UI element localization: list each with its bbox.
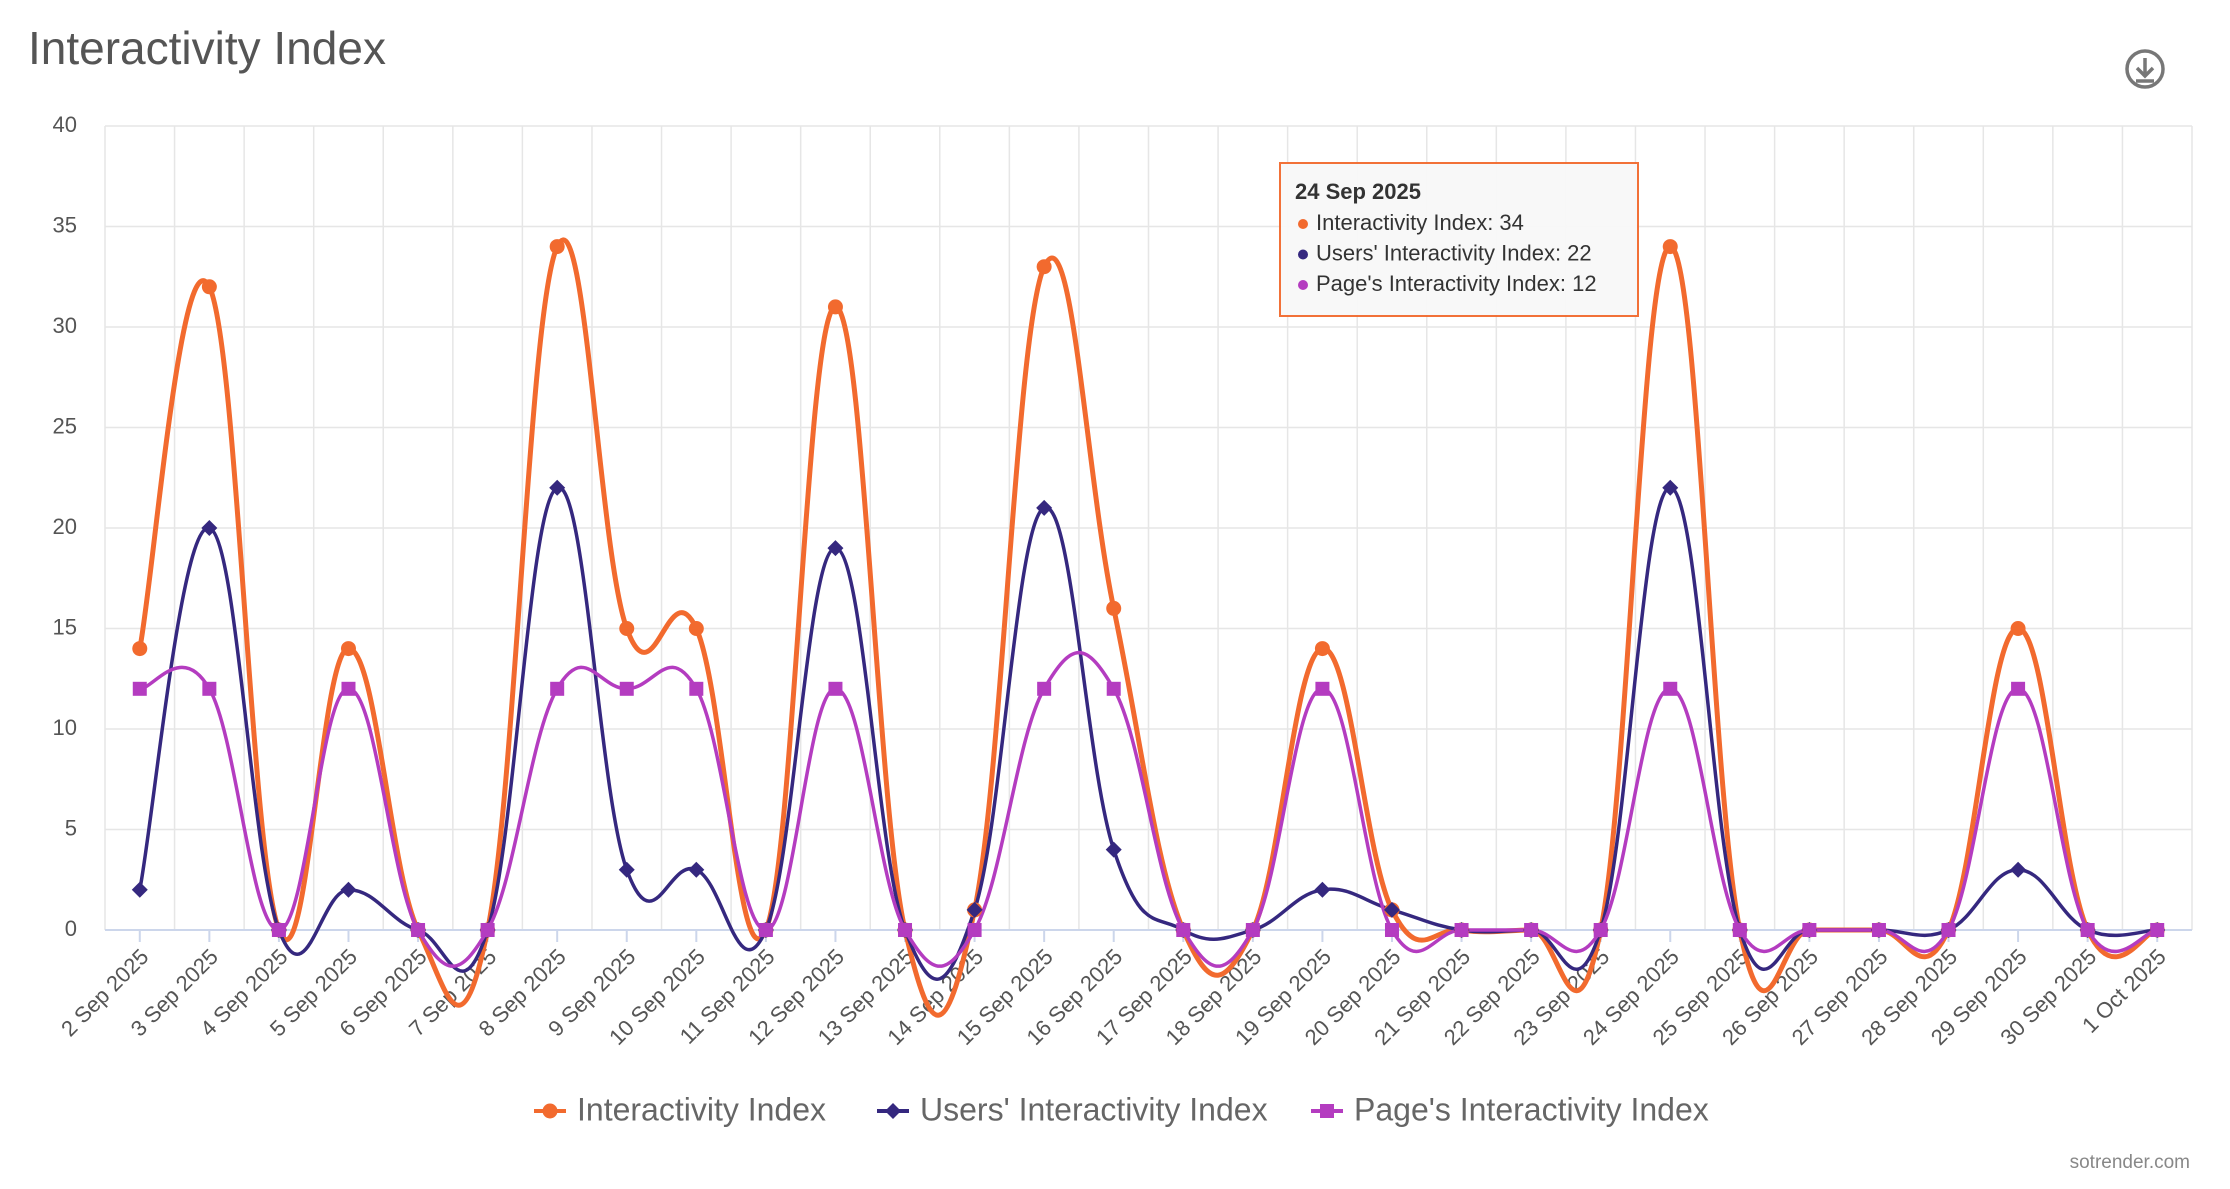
tooltip-line: Users' Interactivity Index: 22 (1316, 240, 1592, 265)
download-button[interactable] (2125, 49, 2165, 89)
point (2150, 923, 2165, 937)
point (1106, 681, 1121, 696)
point (758, 923, 773, 937)
credit[interactable]: sotrender.com (2070, 1152, 2190, 1173)
series-line (138, 486, 2158, 981)
y-tick-label: 10 (53, 715, 77, 740)
tooltip: 24 Sep 2025 Interactivity Index: 34 Users'… (1279, 162, 1639, 317)
point (549, 239, 565, 255)
legend-label: Page's Interactivity Index (1354, 1091, 1709, 1127)
point (688, 621, 704, 636)
y-tick-label: 15 (53, 614, 77, 639)
y-tick-label: 40 (53, 112, 77, 137)
legend-marker (885, 1103, 901, 1119)
point (619, 621, 635, 636)
point (201, 279, 217, 295)
point (2010, 621, 2026, 636)
tooltip-box (1279, 162, 1639, 317)
point (827, 540, 844, 557)
y-tick-label: 20 (53, 514, 77, 539)
legend-label: Interactivity Index (577, 1091, 826, 1127)
point (1593, 923, 1608, 937)
point (966, 901, 983, 918)
point (898, 923, 913, 937)
point (2080, 923, 2095, 937)
tooltip-title: 24 Sep 2025 (1295, 179, 1421, 204)
download-icon[interactable] (2125, 49, 2165, 89)
legend-item[interactable]: Interactivity Index (534, 1091, 826, 1127)
y-tick-label: 35 (53, 212, 77, 237)
point (1454, 923, 1469, 937)
y-tick-label: 25 (53, 413, 77, 438)
point (1314, 881, 1331, 898)
point (1524, 923, 1539, 937)
point (1037, 681, 1052, 696)
point (480, 923, 495, 937)
y-tick-label: 0 (65, 916, 77, 941)
legend-item[interactable]: Users' Interactivity Index (877, 1091, 1268, 1127)
point (340, 881, 357, 898)
point (1383, 901, 1400, 918)
point (1105, 841, 1122, 858)
point (619, 681, 634, 696)
legend-marker (1320, 1104, 1334, 1118)
tooltip-line: Interactivity Index: 34 (1316, 210, 1524, 235)
point (549, 479, 566, 496)
tooltip-bullet (1298, 280, 1308, 290)
point (1662, 239, 1678, 255)
point (132, 681, 147, 696)
point (688, 861, 705, 878)
point (967, 923, 982, 937)
point (1245, 923, 1260, 937)
point (271, 923, 286, 937)
download-arrow[interactable] (2135, 58, 2155, 83)
point (618, 861, 635, 878)
tooltip-line: Page's Interactivity Index: 12 (1316, 271, 1597, 296)
legend-marker (542, 1103, 558, 1119)
chart-title: Interactivity Index (28, 22, 386, 74)
point (1871, 923, 1886, 937)
point (1663, 681, 1678, 696)
point (1036, 499, 1053, 516)
legend-item[interactable]: Page's Interactivity Index (1311, 1091, 1709, 1127)
point (1384, 923, 1399, 937)
point (1662, 479, 1679, 496)
point (1802, 923, 1817, 937)
point (550, 681, 565, 696)
point (828, 681, 843, 696)
point (1106, 600, 1122, 616)
tooltip-bullet (1298, 249, 1308, 260)
point (411, 923, 426, 937)
point (202, 681, 217, 696)
point (2010, 861, 2027, 878)
point (131, 881, 148, 898)
tooltip-bullet (1298, 219, 1308, 229)
point (1036, 259, 1052, 275)
point (1176, 923, 1191, 937)
point (2011, 681, 2026, 696)
point (1732, 923, 1747, 937)
y-tick-label: 30 (53, 313, 77, 338)
point (1941, 923, 1956, 937)
point (1315, 681, 1330, 696)
point (341, 681, 356, 696)
point (1314, 641, 1330, 657)
point (689, 681, 704, 696)
y-tick-label: 5 (65, 815, 77, 840)
point (340, 641, 356, 657)
legend-label: Users' Interactivity Index (920, 1091, 1268, 1127)
point (827, 299, 843, 315)
point (132, 641, 148, 657)
point (201, 520, 218, 536)
